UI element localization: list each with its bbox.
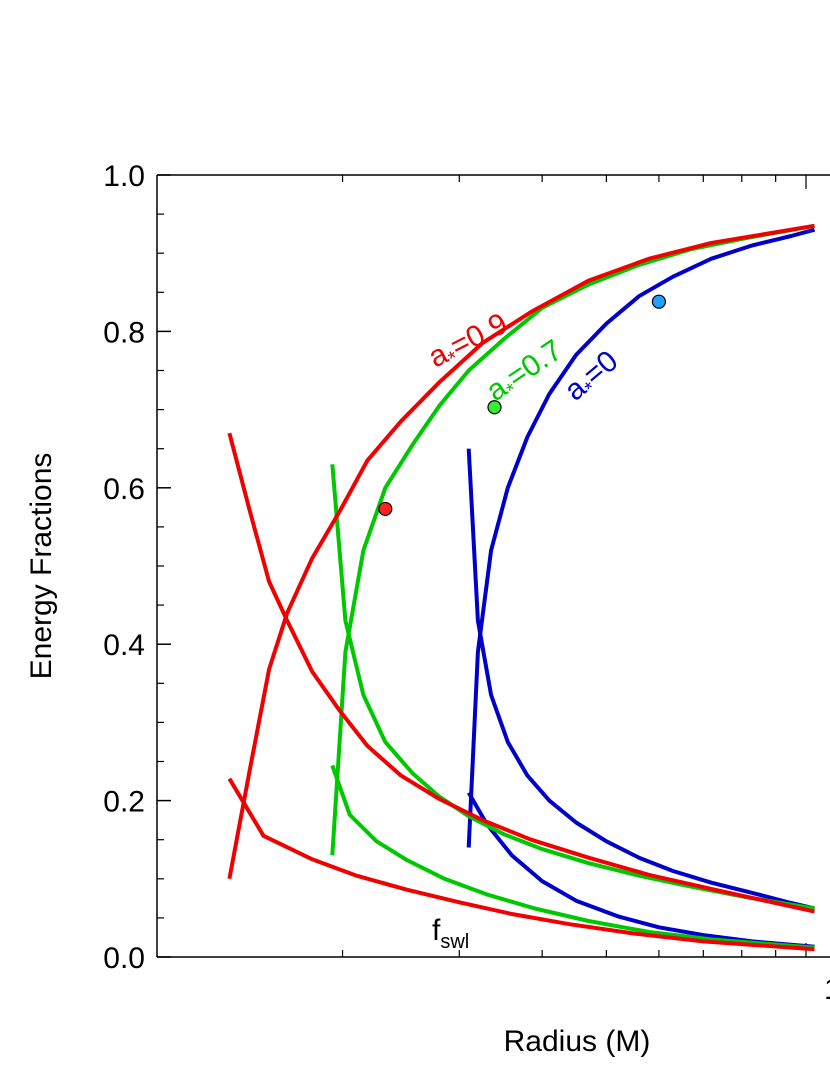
curve-spin-0-lower	[466, 791, 815, 949]
isco-marker-spin-0_7	[487, 400, 502, 415]
isco-marker-spin-0_9	[378, 501, 393, 517]
curve-spin-0_7-lower	[330, 764, 815, 950]
y-tick-label: 0.6	[103, 473, 145, 506]
x-tick-label-right: 1	[824, 973, 830, 1006]
curve-spin-0_9-middle	[227, 432, 815, 914]
isco-markers	[378, 294, 667, 517]
curve-spin-0_9-upper	[227, 223, 815, 880]
axis-ticks	[157, 174, 807, 958]
y-tick-labels: 0.0 0.2 0.4 0.6 0.8 1.0	[103, 160, 145, 975]
y-tick-label: 0.4	[103, 629, 145, 662]
x-axis-title: Radius (M)	[504, 1025, 651, 1058]
y-tick-label: 0.8	[103, 316, 145, 349]
curve-spin-0_9-lower	[227, 777, 815, 952]
y-tick-label: 0.0	[103, 942, 145, 975]
curve-spin-0_7-middle	[330, 464, 815, 911]
y-axis-title: Energy Fractions	[25, 453, 58, 680]
y-tick-label: 0.2	[103, 786, 145, 819]
curve-label-spin-0: a*=0	[558, 344, 627, 410]
fswl-annotation: fswl	[432, 914, 469, 953]
curve-spin-0_7-upper	[330, 223, 815, 856]
curves	[227, 223, 816, 952]
plot-frame	[156, 174, 830, 958]
curve-spin-0-middle	[466, 448, 815, 911]
isco-marker-spin-0	[651, 294, 667, 309]
y-tick-label: 1.0	[103, 160, 145, 193]
curve-spin-0-upper	[466, 227, 816, 848]
